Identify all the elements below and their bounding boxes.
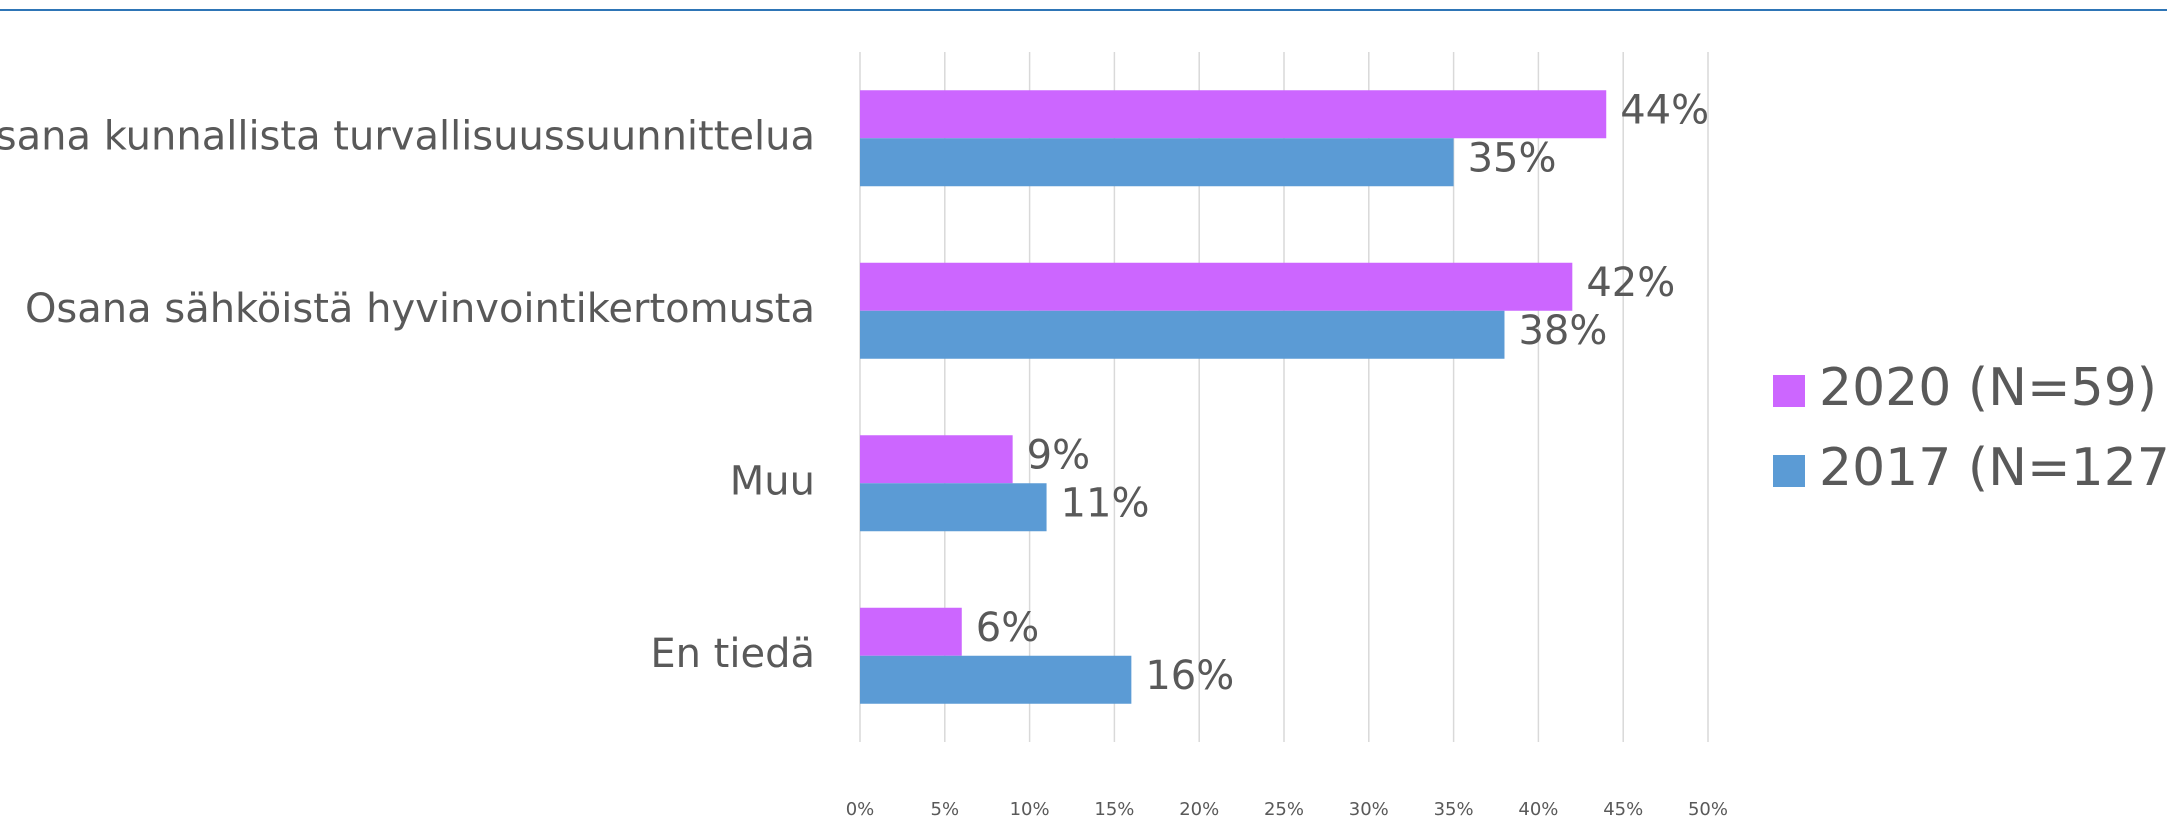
- legend-swatch: [1773, 375, 1805, 407]
- legend-label: 2017 (N=127): [1819, 438, 2167, 498]
- x-tick-label: 45%: [1603, 799, 1643, 820]
- x-tick-label: 5%: [931, 799, 960, 820]
- value-label: 38%: [1518, 308, 1607, 354]
- value-label: 6%: [976, 605, 1039, 651]
- bar: [860, 655, 1132, 704]
- value-label: 16%: [1145, 653, 1234, 699]
- category-label: Osana kunnallista turvallisuussuunnittel…: [0, 113, 815, 159]
- x-tick-label: 10%: [1010, 799, 1050, 820]
- value-label: 35%: [1468, 135, 1557, 181]
- bar: [860, 607, 962, 656]
- bar: [860, 138, 1454, 187]
- x-tick-label: 50%: [1688, 799, 1728, 820]
- bar: [860, 262, 1573, 311]
- value-label: 44%: [1620, 87, 1709, 133]
- category-label: Muu: [730, 458, 815, 504]
- category-label: En tiedä: [650, 631, 815, 677]
- value-label: 11%: [1061, 480, 1150, 526]
- x-tick-label: 35%: [1434, 799, 1474, 820]
- x-tick-label: 40%: [1518, 799, 1558, 820]
- bar: [860, 90, 1607, 139]
- x-tick-label: 25%: [1264, 799, 1304, 820]
- value-label: 9%: [1027, 432, 1090, 478]
- x-tick-label: 30%: [1349, 799, 1389, 820]
- bar: [860, 435, 1013, 484]
- legend-swatch: [1773, 455, 1805, 487]
- x-tick-label: 15%: [1094, 799, 1134, 820]
- bar: [860, 310, 1505, 359]
- legend-label: 2020 (N=59): [1819, 358, 2157, 418]
- bar: [860, 483, 1047, 532]
- x-tick-label: 20%: [1179, 799, 1219, 820]
- x-tick-label: 0%: [846, 799, 875, 820]
- value-label: 42%: [1586, 260, 1675, 306]
- category-label: Osana sähköistä hyvinvointikertomusta: [25, 286, 815, 332]
